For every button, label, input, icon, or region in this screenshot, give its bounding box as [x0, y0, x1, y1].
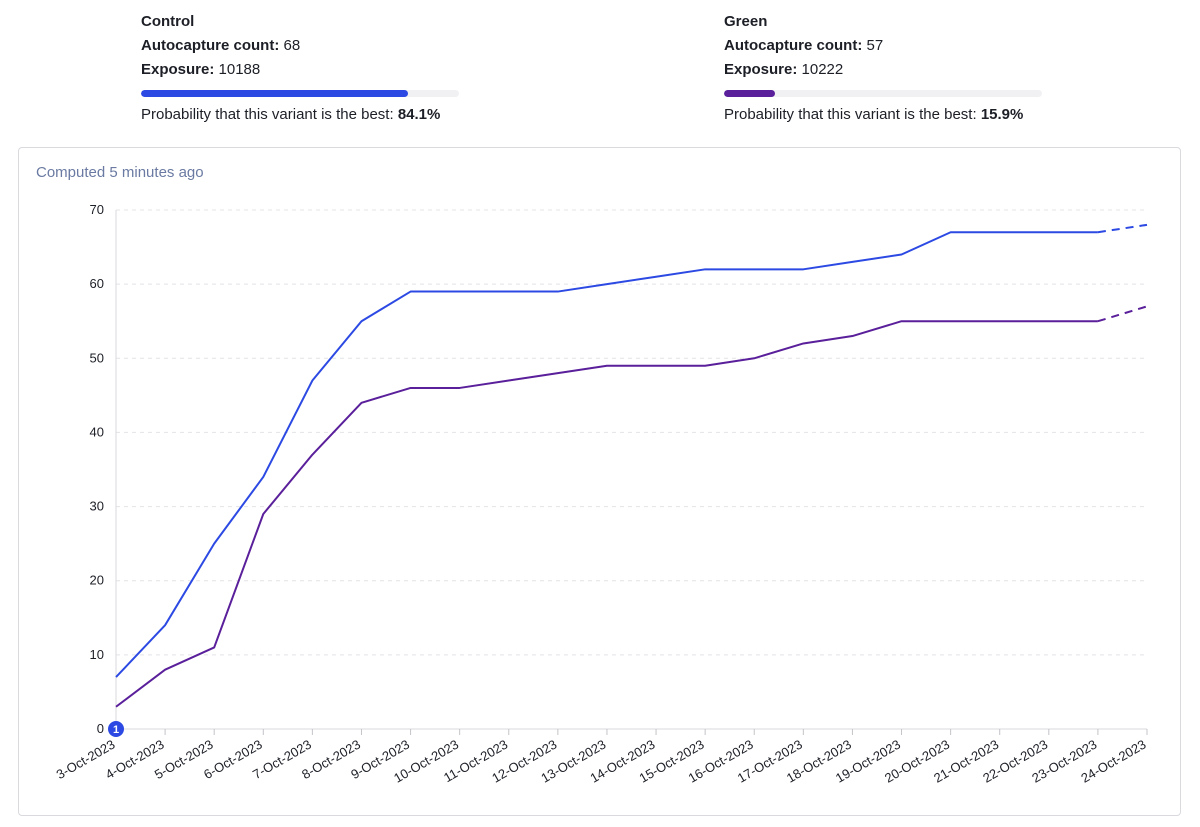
probability-value: 15.9% [980, 106, 1024, 123]
y-tick-label: 70 [90, 202, 104, 217]
y-tick-labels: 0 10 20 30 40 50 60 70 [90, 202, 104, 736]
series-line-0 [115, 231, 1098, 678]
chart-card: Computed 5 minutes ago 0 10 20 30 40 50 60 70 3… [18, 147, 1181, 816]
exposure-value: 10188 [218, 61, 261, 78]
probability-bar-fill [141, 90, 409, 97]
exposure: Exposure: 10222 [724, 60, 1054, 80]
probability-label: Probability that this variant is the bes… [724, 106, 977, 123]
variant-summary-control: Control Autocapture count: 68 Exposure: … [141, 12, 471, 125]
exposure: Exposure: 10188 [141, 60, 471, 80]
computed-timestamp: Computed 5 minutes ago [36, 164, 204, 181]
y-tick-label: 40 [90, 424, 104, 439]
probability-value: 84.1% [397, 106, 441, 123]
autocapture-count-label: Autocapture count: [141, 37, 280, 54]
probability-text: Probability that this variant is the bes… [724, 105, 1054, 125]
annotation-badge-circle[interactable] [108, 721, 124, 737]
autocapture-count-value: 57 [866, 37, 884, 54]
probability-label: Probability that this variant is the bes… [141, 106, 394, 123]
y-tick-label: 50 [90, 350, 104, 365]
series-lines [115, 223, 1148, 708]
annotation-badge[interactable]: 1 [108, 721, 124, 737]
y-tick-label: 30 [90, 499, 104, 514]
exposure-value: 10222 [801, 61, 844, 78]
line-chart: 0 10 20 30 40 50 60 70 3-Oct-20234-Oct-20235-Oc… [54, 202, 1149, 786]
y-tick-label: 10 [90, 647, 104, 662]
autocapture-count-value: 68 [283, 37, 301, 54]
autocapture-count: Autocapture count: 68 [141, 36, 471, 56]
annotation-badge-count: 1 [113, 724, 119, 736]
probability-text: Probability that this variant is the bes… [141, 105, 471, 125]
series-projection-0 [1097, 223, 1148, 234]
probability-bar [724, 90, 1042, 97]
y-tick-label: 60 [90, 276, 104, 291]
series-projection-1 [1097, 305, 1148, 323]
autocapture-count-label: Autocapture count: [724, 37, 863, 54]
series-line-1 [115, 320, 1098, 708]
exposure-label: Exposure: [141, 61, 215, 78]
axes [115, 210, 1148, 735]
y-tick-label: 20 [90, 573, 104, 588]
x-tick-labels: 3-Oct-20234-Oct-20235-Oct-20236-Oct-2023… [54, 737, 1149, 786]
y-tick-label: 0 [97, 721, 104, 736]
variant-summary-green: Green Autocapture count: 57 Exposure: 10… [724, 12, 1054, 125]
grid-lines [116, 209, 1147, 656]
exposure-label: Exposure: [724, 61, 798, 78]
probability-bar [141, 90, 459, 97]
probability-bar-fill [724, 90, 775, 97]
autocapture-count: Autocapture count: 57 [724, 36, 1054, 56]
variant-name: Control [141, 13, 195, 30]
variant-name: Green [724, 13, 768, 30]
